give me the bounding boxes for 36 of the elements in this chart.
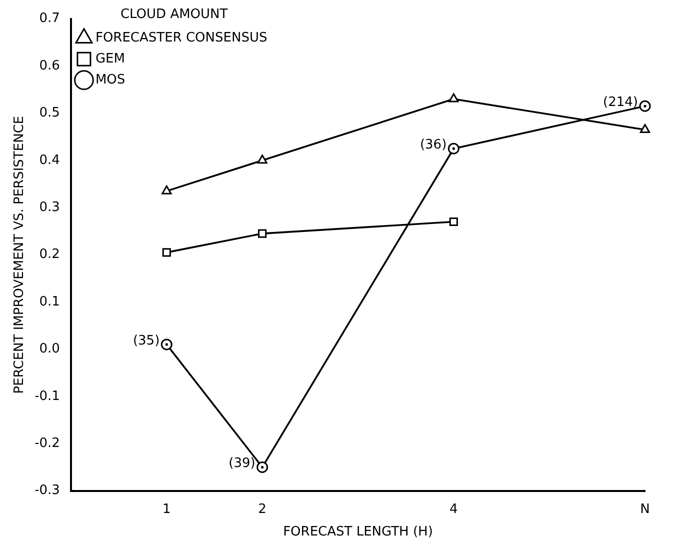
point: [448, 93, 459, 102]
legend-label: MOS: [95, 72, 126, 88]
y-tick-label: 0.0: [39, 342, 60, 357]
annotation: (39): [228, 456, 256, 472]
point: [640, 124, 650, 133]
point: [162, 185, 172, 194]
annotation: (35): [132, 333, 160, 348]
annotation: (36): [420, 137, 447, 152]
point: [258, 229, 267, 238]
y-tick-label: -0.3: [34, 483, 60, 498]
y-tick-label: 0.7: [39, 11, 60, 26]
point: [162, 248, 171, 257]
point: [160, 338, 172, 350]
legend-label: FORECASTER CONSENSUS: [95, 30, 268, 46]
y-tick-label: -0.2: [34, 436, 60, 451]
legend-label: GEM: [95, 51, 125, 66]
x-tick-label: N: [640, 502, 650, 517]
x-tick-label: 2: [258, 502, 266, 517]
point: [448, 142, 460, 154]
point: [257, 154, 268, 164]
point: [256, 461, 268, 473]
x-tick-label: 4: [450, 502, 458, 517]
y-tick-label: 0.2: [39, 247, 60, 262]
point: [449, 217, 458, 226]
point: [639, 100, 651, 112]
x-tick-label: 1: [162, 502, 171, 517]
x-axis-title: FORECAST LENGTH (H): [283, 524, 433, 540]
y-tick-label: -0.1: [34, 388, 60, 404]
y-tick-label: 0.3: [39, 200, 60, 215]
y-tick-label: 0.4: [39, 152, 60, 168]
y-axis-title: PERCENT IMPROVEMENT VS. PERSISTENCE: [12, 116, 28, 394]
legend-title: CLOUD AMOUNT: [120, 6, 228, 22]
annotation: (214): [603, 94, 638, 110]
y-tick-label: 0.5: [39, 106, 60, 121]
y-tick-label: 0.6: [39, 58, 60, 74]
y-tick-label: 0.1: [39, 294, 60, 310]
